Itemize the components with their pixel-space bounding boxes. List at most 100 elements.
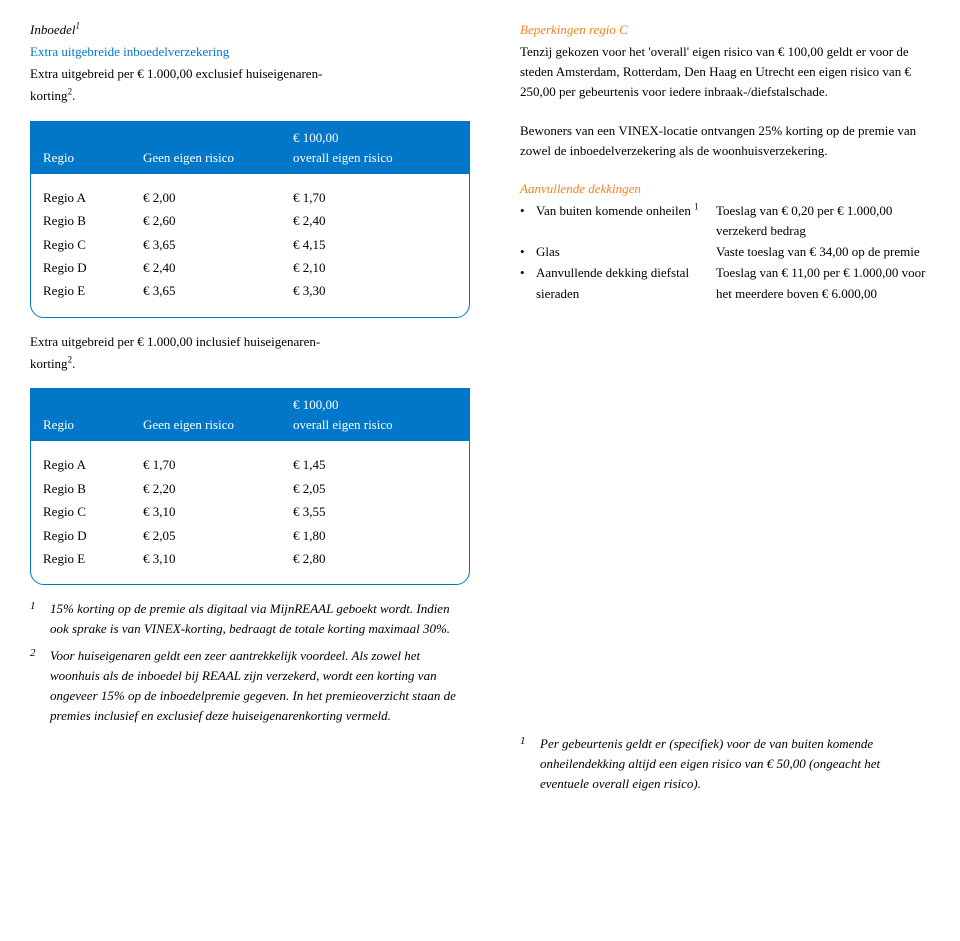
cell: Regio E xyxy=(43,279,143,302)
cell: Regio C xyxy=(43,500,143,523)
cell: Regio B xyxy=(43,477,143,500)
cell: Regio E xyxy=(43,547,143,570)
table-row: Regio C € 3,10 € 3,55 xyxy=(43,500,457,523)
table-row: Regio A € 2,00 € 1,70 xyxy=(43,186,457,209)
right-heading-aanvullende: Aanvullende dekkingen xyxy=(520,179,930,199)
pricing-table-2: Regio Geen eigen risico € 100,00 overall… xyxy=(30,388,470,585)
table1-header: Regio Geen eigen risico € 100,00 overall… xyxy=(31,122,469,174)
cell: € 2,60 xyxy=(143,209,293,232)
cell: € 3,10 xyxy=(143,547,293,570)
intro1-line2-text: korting xyxy=(30,88,68,103)
cell: € 2,80 xyxy=(293,547,457,570)
intro1-line2: korting2. xyxy=(30,86,470,106)
footnote-2-text: Voor huiseigenaren geldt een zeer aantre… xyxy=(50,646,470,727)
left-title-sup: 1 xyxy=(75,21,80,31)
cell: Regio B xyxy=(43,209,143,232)
table-row: Regio D € 2,05 € 1,80 xyxy=(43,524,457,547)
footnote-1-num: 1 xyxy=(30,598,50,638)
table1-header-overall: € 100,00 overall eigen risico xyxy=(293,128,457,168)
table2-body: Regio A € 1,70 € 1,45 Regio B € 2,20 € 2… xyxy=(31,441,469,584)
bullet-right: Vaste toeslag van € 34,00 op de premie xyxy=(716,242,930,262)
left-title-text: Inboedel xyxy=(30,22,75,37)
footnote-1: 1 15% korting op de premie als digitaal … xyxy=(30,599,470,639)
bullet-icon: • xyxy=(520,242,536,262)
table-row: Regio A € 1,70 € 1,45 xyxy=(43,453,457,476)
table-row: Regio E € 3,10 € 2,80 xyxy=(43,547,457,570)
table1-header-overall-text: overall eigen risico xyxy=(293,150,393,165)
cell: € 2,20 xyxy=(143,477,293,500)
table2-header-overall: € 100,00 overall eigen risico xyxy=(293,395,457,435)
cell: € 1,80 xyxy=(293,524,457,547)
right-paragraph-2: Bewoners van een VINEX-locatie ontvangen… xyxy=(520,121,930,161)
cell: € 1,45 xyxy=(293,453,457,476)
bullet-left: Glas xyxy=(536,242,716,262)
list-item: • Glas Vaste toeslag van € 34,00 op de p… xyxy=(520,242,930,262)
bullet-right: Toeslag van € 0,20 per € 1.000,00 verzek… xyxy=(716,201,930,241)
cell: Regio A xyxy=(43,186,143,209)
intro2-period: . xyxy=(72,356,75,371)
right-footnote-1-text: Per gebeurtenis geldt er (specifiek) voo… xyxy=(540,734,930,794)
bullet-left: Van buiten komende onheilen 1 xyxy=(536,201,716,241)
list-item: • Aanvullende dekking diefstal sieraden … xyxy=(520,263,930,303)
cell: € 2,10 xyxy=(293,256,457,279)
table-row: Regio E € 3,65 € 3,30 xyxy=(43,279,457,302)
table2-header-geen: Geen eigen risico xyxy=(143,395,293,435)
right-footnote-1-num: 1 xyxy=(520,733,540,793)
cell: € 3,65 xyxy=(143,233,293,256)
cell: € 1,70 xyxy=(143,453,293,476)
cell: € 3,10 xyxy=(143,500,293,523)
cell: Regio D xyxy=(43,524,143,547)
cell: € 4,15 xyxy=(293,233,457,256)
bullet-right: Toeslag van € 11,00 per € 1.000,00 voor … xyxy=(716,263,930,303)
cell: € 2,05 xyxy=(143,524,293,547)
intro1-period: . xyxy=(72,88,75,103)
bullet-icon: • xyxy=(520,263,536,303)
table-row: Regio B € 2,20 € 2,05 xyxy=(43,477,457,500)
right-paragraph-1: Tenzij gekozen voor het 'overall' eigen … xyxy=(520,42,930,102)
right-column: Beperkingen regio C Tenzij gekozen voor … xyxy=(520,20,930,800)
footnote-1-text: 15% korting op de premie als digitaal vi… xyxy=(50,599,470,639)
cell: Regio D xyxy=(43,256,143,279)
bullet-left-sup: 1 xyxy=(694,202,699,212)
left-column: Inboedel1 Extra uitgebreide inboedelverz… xyxy=(30,20,470,800)
table1-header-100: € 100,00 xyxy=(293,130,339,145)
cell: Regio A xyxy=(43,453,143,476)
cell: € 3,30 xyxy=(293,279,457,302)
two-column-layout: Inboedel1 Extra uitgebreide inboedelverz… xyxy=(30,20,930,800)
intro2-line2-text: korting xyxy=(30,356,68,371)
table1-header-geen: Geen eigen risico xyxy=(143,128,293,168)
cell: € 2,00 xyxy=(143,186,293,209)
table1-body: Regio A € 2,00 € 1,70 Regio B € 2,60 € 2… xyxy=(31,174,469,317)
footnote-2-num: 2 xyxy=(30,645,50,726)
cell: € 3,55 xyxy=(293,500,457,523)
intro2-line2: korting2. xyxy=(30,354,470,374)
cell: € 1,70 xyxy=(293,186,457,209)
cell: € 2,40 xyxy=(293,209,457,232)
table2-header: Regio Geen eigen risico € 100,00 overall… xyxy=(31,389,469,441)
table2-header-overall-text: overall eigen risico xyxy=(293,417,393,432)
table-row: Regio C € 3,65 € 4,15 xyxy=(43,233,457,256)
bullet-left-text: Van buiten komende onheilen xyxy=(536,203,694,218)
left-title: Inboedel1 xyxy=(30,20,470,40)
cell: € 2,40 xyxy=(143,256,293,279)
left-subtitle: Extra uitgebreide inboedelverzekering xyxy=(30,42,470,62)
coverage-bullets: • Van buiten komende onheilen 1 Toeslag … xyxy=(520,201,930,304)
cell: € 2,05 xyxy=(293,477,457,500)
intro2-line1: Extra uitgebreid per € 1.000,00 inclusie… xyxy=(30,332,470,352)
left-footnotes: 1 15% korting op de premie als digitaal … xyxy=(30,599,470,726)
pricing-table-1: Regio Geen eigen risico € 100,00 overall… xyxy=(30,121,470,318)
intro1-line1: Extra uitgebreid per € 1.000,00 exclusie… xyxy=(30,64,470,84)
footnote-2: 2 Voor huiseigenaren geldt een zeer aant… xyxy=(30,646,470,727)
bullet-icon: • xyxy=(520,201,536,241)
table2-header-regio: Regio xyxy=(43,395,143,435)
table-row: Regio B € 2,60 € 2,40 xyxy=(43,209,457,232)
right-heading-beperkingen: Beperkingen regio C xyxy=(520,20,930,40)
cell: € 3,65 xyxy=(143,279,293,302)
right-footnotes: 1 Per gebeurtenis geldt er (specifiek) v… xyxy=(520,734,930,794)
table-row: Regio D € 2,40 € 2,10 xyxy=(43,256,457,279)
cell: Regio C xyxy=(43,233,143,256)
table2-header-100: € 100,00 xyxy=(293,397,339,412)
bullet-left: Aanvullende dekking diefstal sieraden xyxy=(536,263,716,303)
right-footnote-1: 1 Per gebeurtenis geldt er (specifiek) v… xyxy=(520,734,930,794)
table1-header-regio: Regio xyxy=(43,128,143,168)
